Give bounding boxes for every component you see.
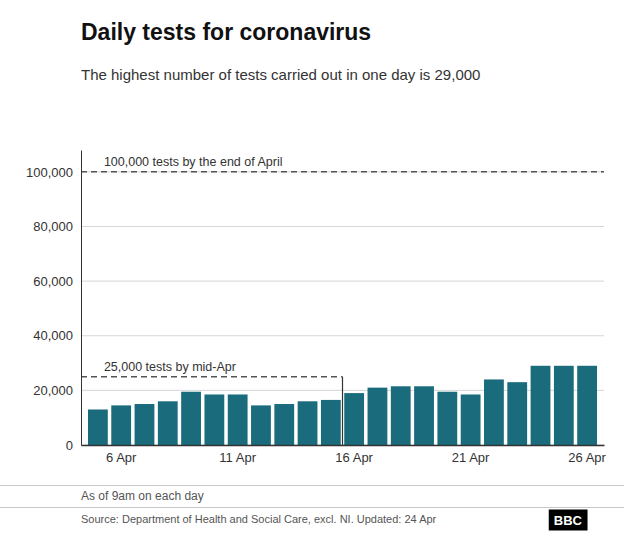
bar xyxy=(158,401,178,445)
marks xyxy=(81,172,604,445)
y-tick: 80,000 xyxy=(33,219,81,234)
x-axis: 6 Apr 11 Apr 16 Apr 21 Apr 26 Apr xyxy=(82,445,607,465)
x-tick-label: 21 Apr xyxy=(452,450,490,465)
bar xyxy=(414,386,434,445)
title: Daily tests for coronavirus xyxy=(81,19,371,45)
bar xyxy=(554,366,574,445)
bar xyxy=(251,405,271,445)
bar xyxy=(577,366,597,445)
reference-boundary xyxy=(342,377,343,445)
y-tick-label: 100,000 xyxy=(26,165,73,180)
bar xyxy=(531,366,551,445)
y-tick-label: 20,000 xyxy=(33,383,73,398)
grid-line xyxy=(81,171,604,172)
bar xyxy=(135,404,155,445)
y-tick: 20,000 xyxy=(33,383,81,398)
bar xyxy=(321,400,341,445)
bar xyxy=(391,386,411,445)
chart: Daily tests for coronavirus The highest n… xyxy=(0,0,624,536)
y-tick: 40,000 xyxy=(33,328,81,343)
y-tick-label: 40,000 xyxy=(33,328,73,343)
subtitle: The highest number of tests carried out … xyxy=(81,66,480,83)
logo-box xyxy=(549,510,588,531)
bar xyxy=(437,392,457,445)
grid-line xyxy=(81,281,604,282)
y-axis: 0 20,000 40,000 60,000 80,000 100,000 xyxy=(26,151,82,453)
plot: 100,000 tests by the end of April 25,000 … xyxy=(26,151,607,466)
x-tick: 6 Apr xyxy=(106,445,137,465)
bar xyxy=(181,392,201,445)
bar xyxy=(344,393,364,445)
logo-text: BBC xyxy=(554,513,583,528)
bar xyxy=(368,388,388,445)
separator xyxy=(0,507,624,508)
y-tick-label: 0 xyxy=(66,438,73,453)
y-tick: 60,000 xyxy=(33,274,81,289)
annotations: 100,000 tests by the end of April 25,000 … xyxy=(104,155,283,374)
grid-line xyxy=(81,335,604,336)
bar xyxy=(111,405,131,445)
y-axis-line xyxy=(81,151,82,446)
reference-line xyxy=(81,171,604,173)
bar xyxy=(461,394,481,445)
reference-line xyxy=(81,376,343,378)
x-tick: 16 Apr xyxy=(335,445,373,465)
x-tick: 26 Apr xyxy=(568,445,606,465)
y-tick-label: 80,000 xyxy=(33,219,73,234)
grid xyxy=(81,172,604,445)
reference-label: 100,000 tests by the end of April xyxy=(104,155,283,169)
x-tick-label: 11 Apr xyxy=(219,450,256,465)
x-tick-label: 16 Apr xyxy=(335,450,373,465)
bar xyxy=(228,394,248,445)
bar xyxy=(298,401,318,445)
separator xyxy=(0,485,624,486)
x-tick: 21 Apr xyxy=(452,445,490,465)
y-tick: 100,000 xyxy=(26,165,81,180)
bar xyxy=(204,394,224,445)
y-tick: 0 xyxy=(66,438,81,453)
y-tick-label: 60,000 xyxy=(33,274,73,289)
bar xyxy=(484,379,504,445)
x-tick: 11 Apr xyxy=(219,445,256,465)
source: Source: Department of Health and Social … xyxy=(81,513,437,525)
bar xyxy=(507,382,527,445)
x-tick-label: 26 Apr xyxy=(568,450,606,465)
logo: BBC xyxy=(549,510,588,531)
bar xyxy=(88,409,108,445)
grid-line xyxy=(81,226,604,227)
bar xyxy=(274,404,294,445)
reference-label: 25,000 tests by mid-Apr xyxy=(104,360,236,374)
x-tick-label: 6 Apr xyxy=(106,450,137,465)
x-axis-line xyxy=(82,445,605,447)
footer-note: As of 9am on each day xyxy=(81,489,204,503)
